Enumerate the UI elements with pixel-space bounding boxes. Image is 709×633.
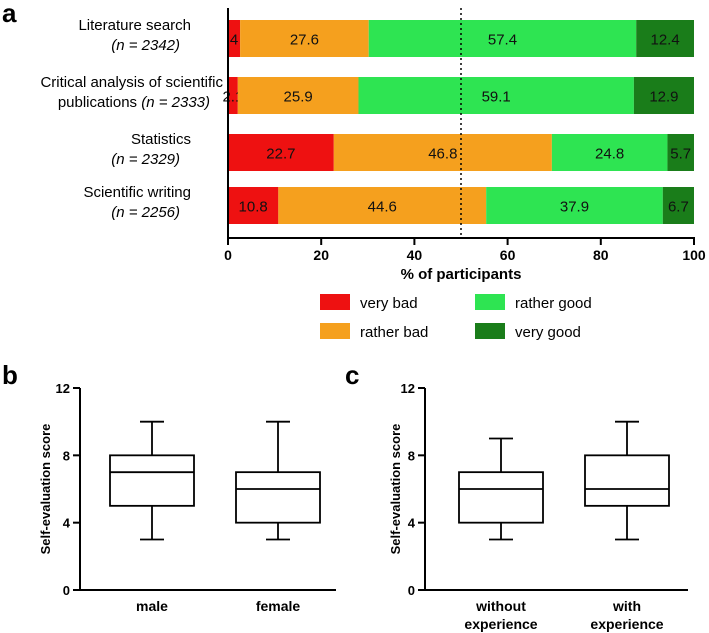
bar-segment [240,20,369,57]
x-tick-label: 100 [682,247,706,263]
bar-value-label: 6.7 [668,199,689,216]
box-iqr [235,471,321,524]
x-axis-title: % of participants [401,266,522,283]
bar-segment [633,77,694,114]
legend-swatch [475,294,505,310]
category-label-part: publications [58,94,137,111]
bar-value-label: 37.9 [560,199,589,216]
category-label: Critical analysis of scientific [40,74,223,91]
bar-value-label: 10.8 [239,199,268,216]
bar-value-label: 5.7 [670,146,691,163]
bar-segment [486,187,663,224]
bar-value-label: 24.8 [595,146,624,163]
group-label: without [475,598,526,614]
group-label: experience [464,616,537,632]
bar-segment [228,20,241,57]
group-label: male [136,598,168,614]
x-tick-label: 20 [313,247,329,263]
bar-segment [228,77,238,114]
group-label: experience [590,616,663,632]
category-n-label: (n = 2329) [111,151,180,168]
box-plot-gender: 0 4 8 12 Self-evaluation score male female [38,381,336,614]
panel-label-b: b [2,360,18,390]
bar-segment [551,134,668,171]
bar-segment [358,77,634,114]
bar-segment [237,77,359,114]
y-tick-label: 8 [63,448,70,463]
bar-value-label: 22.7 [266,146,295,163]
y-axis-title: Self-evaluation score [38,424,53,555]
chart-legend: very bad rather bad rather good very good [320,294,592,341]
legend-swatch [475,323,505,339]
bar-segment [368,20,637,57]
bar-segment [278,187,487,224]
category-n-label: (n = 2342) [111,37,180,54]
y-tick-label: 4 [63,516,71,531]
group-label: with [612,598,641,614]
bar-segment [333,134,552,171]
y-tick-label: 8 [408,448,415,463]
category-n-label: (n = 2333) [141,94,210,111]
y-tick-label: 12 [401,381,415,396]
group-label: female [256,598,301,614]
legend-label: very good [515,324,581,341]
y-tick-label: 0 [408,583,415,598]
stacked-bar-chart: 4 27.6 57.4 12.4 Literature search (n = 2342)… [40,8,706,283]
bar-segment [667,134,694,171]
bar-value-label: 12.4 [651,32,680,49]
bar-value-label: 27.6 [290,32,319,49]
box-iqr [584,454,670,507]
panel-label-a: a [2,0,17,28]
x-tick-label: 0 [224,247,232,263]
bar-value-label: 44.6 [368,199,397,216]
bar-value-label: 12.9 [649,89,678,106]
bar-segment [636,20,694,57]
x-tick-label: 60 [500,247,516,263]
bar-segment [228,134,334,171]
y-tick-label: 4 [408,516,416,531]
bar-value-label: 59.1 [482,89,511,106]
category-n-label: (n = 2256) [111,204,180,221]
category-label: Literature search [78,17,191,34]
legend-label: very bad [360,295,418,312]
panel-label-c: c [345,360,359,390]
bar-segment [228,187,279,224]
bar-value-label: 25.9 [284,89,313,106]
bar-segment [662,187,694,224]
box-iqr [109,454,195,507]
box-iqr [458,471,544,524]
category-label-line2: publications (n = 2333) [58,94,210,111]
y-tick-label: 12 [56,381,70,396]
legend-label: rather good [515,295,592,312]
x-tick-label: 80 [593,247,609,263]
legend-swatch [320,323,350,339]
legend-swatch [320,294,350,310]
box-plot-experience: 0 4 8 12 Self-evaluation score without experie… [388,381,688,632]
y-axis-title: Self-evaluation score [388,424,403,555]
bar-value-label: 57.4 [488,32,517,49]
x-tick-label: 40 [407,247,423,263]
y-tick-label: 0 [63,583,70,598]
legend-label: rather bad [360,324,428,341]
bar-value-label: 4 [230,32,238,49]
bar-value-label: 46.8 [428,146,457,163]
category-label: Scientific writing [83,184,191,201]
category-label: Statistics [131,131,191,148]
